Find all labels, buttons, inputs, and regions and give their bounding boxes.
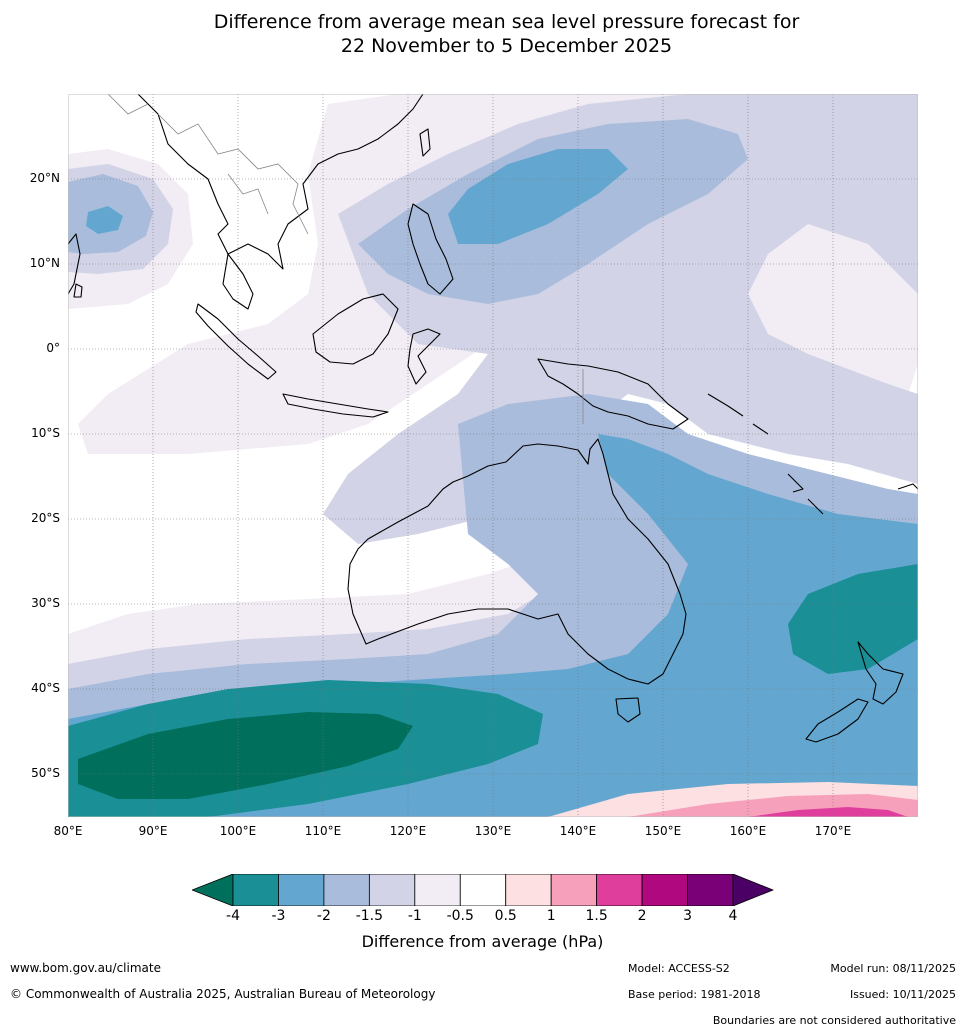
coastline-new-zealand-south [805,698,869,743]
lat-label-30s: 30°S [31,596,60,610]
coastline-sumatra [195,303,277,380]
colorbar-cell [278,873,325,907]
lat-label-40s: 40°S [31,681,60,695]
colorbar-cell [368,873,416,907]
colorbar-cell [687,873,734,907]
coastline-philippines [407,203,454,295]
colorbar-tick-label: -1 [407,908,422,924]
colorbar-tick-label: 0.5 [494,908,517,924]
lat-label-50s: 50°S [31,766,60,780]
coastline-australia [347,438,687,685]
footer-base-period: Base period: 1981-2018 [628,988,761,1001]
coastline-new-guinea [537,358,689,430]
lat-label-10n: 10°N [29,256,60,270]
colorbar-tick-label: 4 [728,908,738,924]
colorbar-tick-label: 2 [637,908,647,924]
colorbar-tick-label: -3 [271,908,286,924]
footer-model: Model: ACCESS-S2 [628,962,730,975]
footer-disclaimer: Boundaries are not considered authoritat… [712,1014,956,1027]
lon-label-140e: 140°E [559,824,597,838]
colorbar-tick-label: -2 [316,908,331,924]
title-line-1: Difference from average mean sea level p… [213,11,800,33]
lon-label-160e: 160°E [729,824,767,838]
coastline-borneo [312,293,399,365]
footer-issued: Issued: 10/11/2025 [849,988,956,1001]
lon-label-90e: 90°E [138,824,168,838]
colorbar-cell [641,873,688,907]
colorbar-cell [232,873,279,907]
map-graticule [68,94,918,817]
colorbar-tick-label: 1.5 [585,908,608,924]
colorbar-under-triangle [190,873,234,907]
lat-label-10s: 10°S [31,426,60,440]
lon-label-100e: 100°E [219,824,257,838]
footer-website[interactable]: www.bom.gov.au/climate [10,961,161,975]
colorbar-cell [323,873,370,907]
coastline-tasmania [615,697,641,723]
coastline-sulawesi [407,328,441,385]
anomaly-band-neg2 [86,206,123,234]
coastlines [68,94,918,743]
colorbar-tick-label: 1 [546,908,556,924]
colorbar-cell [596,873,643,907]
colorbar-tick-label: 3 [683,908,692,924]
coastline-pacific-islands [707,393,918,515]
colorbar-cell [550,873,598,907]
coastline-taiwan [419,128,431,157]
lat-label-20n: 20°N [29,171,60,185]
colorbar-tick-label: -4 [226,908,240,924]
colorbar-tick-label: -0.5 [446,908,474,924]
colorbar-tick-label: -1.5 [355,908,384,924]
colorbar-cell [505,873,552,907]
lon-label-170e: 170°E [814,824,852,838]
colorbar-cell [414,873,461,907]
lon-label-80e: 80°E [53,824,83,838]
title-line-2: 22 November to 5 December 2025 [340,35,673,57]
anomaly-band-neg3 [788,564,918,674]
footer-model-run: Model run: 08/11/2025 [830,962,956,975]
lat-label-0: 0° [46,341,60,355]
lon-label-150e: 150°E [644,824,682,838]
map-title: Difference from average mean sea level p… [0,10,965,58]
map-frame [68,94,918,817]
colorbar-title: Difference from average (hPa) [361,932,604,951]
coastline-java [282,393,389,418]
country-borders [107,94,584,424]
lat-label-20s: 20°S [31,511,60,525]
coastline-new-zealand-north [857,641,904,705]
anomaly-band-below-neg4 [78,712,413,799]
coastline-sri-lanka [73,283,83,298]
map-svg [68,94,918,817]
anomaly-band-pos1.5 [748,807,908,817]
coastline-mainland-asia [68,94,424,310]
colorbar-cell [459,873,507,907]
colorbar [190,873,775,910]
lon-label-120e: 120°E [389,824,427,838]
colorbar-svg [190,873,775,907]
lon-label-110e: 110°E [304,824,342,838]
pressure-anomaly-map [68,94,918,817]
footer-copyright: © Commonwealth of Australia 2025, Austra… [10,987,436,1001]
lon-label-130e: 130°E [474,824,512,838]
colorbar-over-triangle [732,873,775,907]
colorbar-cells [232,873,734,907]
